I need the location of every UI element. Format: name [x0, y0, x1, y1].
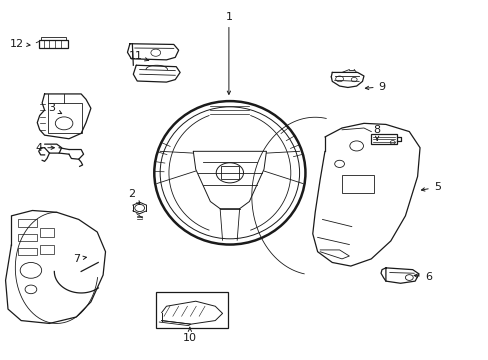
Bar [40, 228, 54, 237]
Text: 11: 11 [129, 51, 148, 61]
Text: 3: 3 [48, 103, 61, 114]
Bar [18, 248, 37, 255]
Text: 4: 4 [35, 143, 54, 153]
Text: 7: 7 [73, 254, 86, 264]
Text: 9: 9 [365, 82, 385, 92]
Text: 5: 5 [421, 182, 440, 192]
Bar [221, 166, 238, 179]
Bar [341, 175, 373, 193]
Bar [41, 37, 65, 40]
Text: 1: 1 [225, 12, 232, 94]
Bar [18, 220, 37, 226]
Text: 2: 2 [127, 189, 140, 204]
Text: 6: 6 [413, 272, 431, 282]
Bar [40, 244, 54, 253]
Bar [18, 234, 37, 241]
Ellipse shape [154, 101, 305, 244]
Bar [48, 103, 81, 134]
Text: 12: 12 [10, 39, 30, 49]
Bar [370, 134, 396, 144]
Text: 10: 10 [183, 327, 197, 343]
Bar [156, 292, 227, 328]
Text: 8: 8 [373, 125, 380, 140]
Bar [39, 40, 68, 48]
